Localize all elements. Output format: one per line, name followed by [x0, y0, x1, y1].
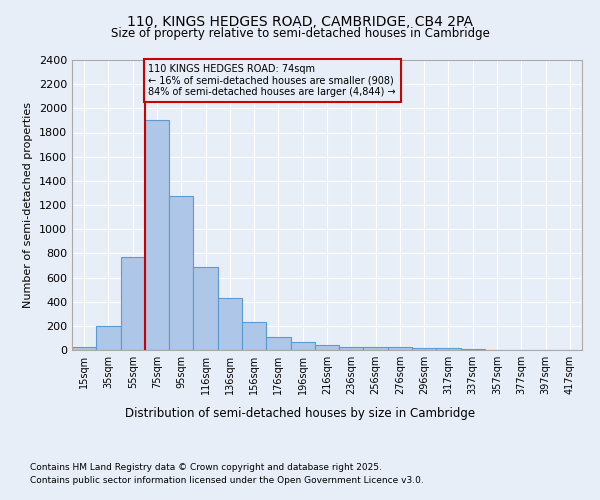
Text: Contains HM Land Registry data © Crown copyright and database right 2025.: Contains HM Land Registry data © Crown c… [30, 462, 382, 471]
Bar [266, 336, 290, 350]
Y-axis label: Number of semi-detached properties: Number of semi-detached properties [23, 102, 34, 308]
Text: Contains public sector information licensed under the Open Government Licence v3: Contains public sector information licen… [30, 476, 424, 485]
Bar [121, 257, 145, 350]
Bar [339, 346, 364, 350]
Bar [315, 345, 339, 350]
Bar [218, 298, 242, 350]
Bar [436, 348, 461, 350]
Bar [290, 342, 315, 350]
Bar [96, 326, 121, 350]
Text: 110, KINGS HEDGES ROAD, CAMBRIDGE, CB4 2PA: 110, KINGS HEDGES ROAD, CAMBRIDGE, CB4 2… [127, 15, 473, 29]
Bar [412, 348, 436, 350]
Text: Size of property relative to semi-detached houses in Cambridge: Size of property relative to semi-detach… [110, 28, 490, 40]
Bar [72, 347, 96, 350]
Bar [193, 267, 218, 350]
Text: Distribution of semi-detached houses by size in Cambridge: Distribution of semi-detached houses by … [125, 408, 475, 420]
Bar [388, 348, 412, 350]
Text: 110 KINGS HEDGES ROAD: 74sqm
← 16% of semi-detached houses are smaller (908)
84%: 110 KINGS HEDGES ROAD: 74sqm ← 16% of se… [149, 64, 396, 97]
Bar [145, 120, 169, 350]
Bar [364, 347, 388, 350]
Bar [242, 322, 266, 350]
Bar [169, 196, 193, 350]
